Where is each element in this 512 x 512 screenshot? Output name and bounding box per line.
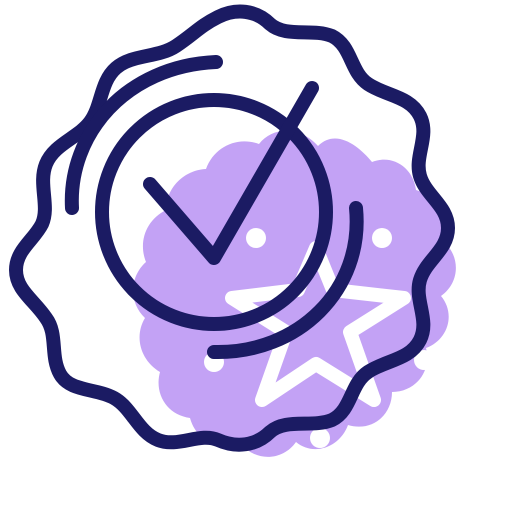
dot <box>372 228 392 248</box>
inner-arc-icon <box>207 201 364 360</box>
checkmark-icon <box>143 81 319 265</box>
dot <box>310 428 330 448</box>
rosette-outline-icon <box>9 4 455 452</box>
inner-arc-icon <box>64 55 223 215</box>
dot <box>414 350 434 370</box>
decorative-dots <box>204 228 434 448</box>
dot <box>246 228 266 248</box>
inner-circle-icon <box>95 93 333 331</box>
star-icon <box>225 241 411 407</box>
